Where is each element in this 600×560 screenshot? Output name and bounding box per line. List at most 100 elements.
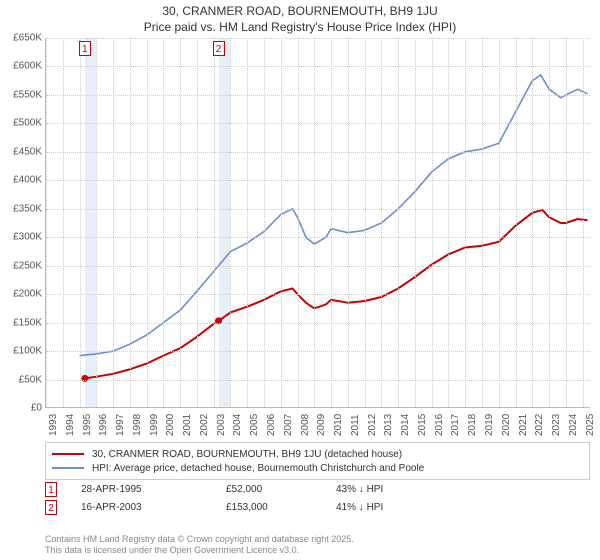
gridline-v xyxy=(247,38,248,407)
event-marker: 1 xyxy=(79,41,91,56)
x-axis-label: 1996 xyxy=(98,414,109,436)
gridline-v xyxy=(482,38,483,407)
chart-area: 12 £0£50K£100K£150K£200K£250K£300K£350K£… xyxy=(0,38,600,436)
y-axis-label: £400K xyxy=(0,175,42,186)
gridline-h xyxy=(46,237,590,238)
y-axis-label: £600K xyxy=(0,61,42,72)
footer-line-2: This data is licensed under the Open Gov… xyxy=(45,545,590,556)
x-axis-label: 2024 xyxy=(568,414,579,436)
gridline-v xyxy=(130,38,131,407)
gridline-v xyxy=(163,38,164,407)
gridline-v xyxy=(532,38,533,407)
x-axis-label: 2012 xyxy=(367,414,378,436)
gridline-v xyxy=(516,38,517,407)
transaction-price: £52,000 xyxy=(226,484,336,495)
x-axis-label: 1998 xyxy=(132,414,143,436)
transaction-price: £153,000 xyxy=(226,502,336,513)
x-axis-label: 2019 xyxy=(484,414,495,436)
gridline-h xyxy=(46,351,590,352)
y-axis-label: £450K xyxy=(0,146,42,157)
x-axis-label: 1999 xyxy=(149,414,160,436)
transaction-diff: 43% ↓ HPI xyxy=(336,484,383,495)
gridline-v xyxy=(499,38,500,407)
x-axis-label: 2023 xyxy=(551,414,562,436)
y-axis-label: £100K xyxy=(0,346,42,357)
y-axis-label: £300K xyxy=(0,232,42,243)
transaction-diff: 41% ↓ HPI xyxy=(336,502,383,513)
gridline-v xyxy=(197,38,198,407)
gridline-v xyxy=(415,38,416,407)
x-axis-label: 1993 xyxy=(48,414,59,436)
title-line-1: 30, CRANMER ROAD, BOURNEMOUTH, BH9 1JU xyxy=(0,4,600,20)
x-axis-label: 2003 xyxy=(216,414,227,436)
x-axis-label: 2025 xyxy=(585,414,596,436)
gridline-v xyxy=(583,38,584,407)
x-axis-label: 2015 xyxy=(417,414,428,436)
gridline-v xyxy=(465,38,466,407)
event-marker: 2 xyxy=(213,41,225,56)
gridline-v xyxy=(264,38,265,407)
y-axis-label: £250K xyxy=(0,260,42,271)
x-axis-label: 2000 xyxy=(165,414,176,436)
plot-area: 12 xyxy=(45,38,590,408)
gridline-v xyxy=(46,38,47,407)
legend-swatch xyxy=(52,453,84,455)
x-axis-label: 2020 xyxy=(501,414,512,436)
gridline-h xyxy=(46,380,590,381)
x-axis-label: 2017 xyxy=(450,414,461,436)
gridline-v xyxy=(432,38,433,407)
y-axis-label: £0 xyxy=(0,403,42,414)
x-axis-label: 2008 xyxy=(300,414,311,436)
gridline-v xyxy=(331,38,332,407)
gridline-h xyxy=(46,323,590,324)
x-axis-label: 2010 xyxy=(333,414,344,436)
gridline-v xyxy=(348,38,349,407)
title-line-2: Price paid vs. HM Land Registry's House … xyxy=(0,20,600,36)
x-axis-label: 2018 xyxy=(467,414,478,436)
legend-row: 30, CRANMER ROAD, BOURNEMOUTH, BH9 1JU (… xyxy=(52,447,583,461)
gridline-h xyxy=(46,66,590,67)
x-axis-label: 2016 xyxy=(434,414,445,436)
gridline-v xyxy=(365,38,366,407)
x-axis-label: 2022 xyxy=(534,414,545,436)
y-axis-label: £650K xyxy=(0,33,42,44)
x-axis-label: 1995 xyxy=(82,414,93,436)
gridline-v xyxy=(80,38,81,407)
transaction-badge: 1 xyxy=(45,482,57,497)
gridline-v xyxy=(549,38,550,407)
gridline-v xyxy=(398,38,399,407)
y-axis-label: £150K xyxy=(0,317,42,328)
x-axis-label: 1997 xyxy=(115,414,126,436)
gridline-h xyxy=(46,123,590,124)
chart-title: 30, CRANMER ROAD, BOURNEMOUTH, BH9 1JU P… xyxy=(0,0,600,35)
gridline-h xyxy=(46,294,590,295)
legend-row: HPI: Average price, detached house, Bour… xyxy=(52,461,583,475)
gridline-v xyxy=(298,38,299,407)
gridline-v xyxy=(147,38,148,407)
y-axis-label: £350K xyxy=(0,203,42,214)
transaction-row: 128-APR-1995£52,00043% ↓ HPI xyxy=(45,480,590,498)
x-axis-label: 2014 xyxy=(400,414,411,436)
series-line-hpi xyxy=(80,75,588,356)
gridline-h xyxy=(46,266,590,267)
gridline-v xyxy=(230,38,231,407)
x-axis-label: 2007 xyxy=(283,414,294,436)
x-axis-label: 2001 xyxy=(182,414,193,436)
x-axis-label: 2004 xyxy=(232,414,243,436)
y-axis-label: £550K xyxy=(0,89,42,100)
legend-label: 30, CRANMER ROAD, BOURNEMOUTH, BH9 1JU (… xyxy=(92,449,402,460)
gridline-h xyxy=(46,95,590,96)
gridline-v xyxy=(314,38,315,407)
x-axis-label: 2009 xyxy=(316,414,327,436)
gridline-h xyxy=(46,38,590,39)
gridline-h xyxy=(46,180,590,181)
x-axis-label: 1994 xyxy=(65,414,76,436)
x-axis-label: 2011 xyxy=(350,414,361,436)
gridline-v xyxy=(113,38,114,407)
transactions-table: 128-APR-1995£52,00043% ↓ HPI216-APR-2003… xyxy=(45,480,590,516)
x-axis-label: 2013 xyxy=(383,414,394,436)
gridline-v xyxy=(448,38,449,407)
y-axis-label: £50K xyxy=(0,374,42,385)
gridline-h xyxy=(46,209,590,210)
gridline-v xyxy=(381,38,382,407)
